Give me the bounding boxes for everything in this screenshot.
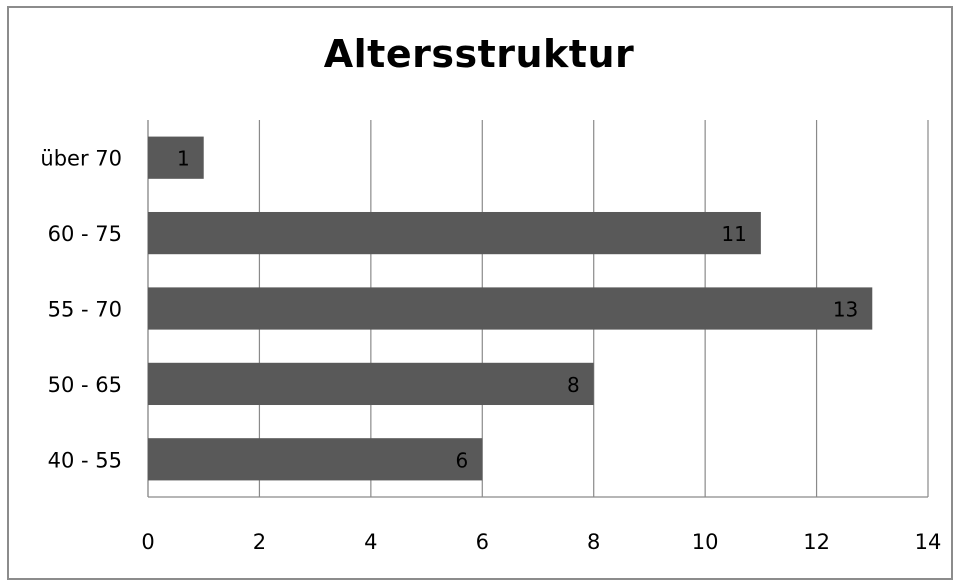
category-labels: über 70 60 - 75 55 - 70 50 - 65 40 - 55 — [40, 147, 122, 473]
category-label: 40 - 55 — [48, 448, 122, 472]
x-tick-label: 12 — [803, 530, 830, 554]
bar — [148, 211, 761, 255]
x-tick-label: 10 — [692, 530, 719, 554]
data-label: 1 — [177, 147, 190, 171]
data-label: 6 — [456, 448, 469, 472]
x-tick-labels: 0 2 4 6 8 10 12 14 — [141, 530, 941, 554]
x-tick-label: 8 — [587, 530, 600, 554]
data-label: 13 — [833, 298, 858, 322]
bar — [148, 362, 594, 406]
bar — [148, 136, 204, 179]
x-tick-label: 14 — [915, 530, 942, 554]
category-label: 60 - 75 — [48, 222, 122, 246]
x-tick-label: 0 — [141, 530, 154, 554]
category-label: 50 - 65 — [48, 373, 122, 397]
bar — [148, 438, 483, 481]
data-label: 11 — [721, 222, 746, 246]
data-label: 8 — [567, 373, 580, 397]
category-label: 55 - 70 — [48, 298, 122, 322]
x-tick-label: 6 — [476, 530, 489, 554]
chart-title: Altersstruktur — [323, 32, 635, 76]
category-label: über 70 — [40, 147, 122, 171]
x-tick-label: 2 — [253, 530, 266, 554]
x-tick-label: 4 — [364, 530, 377, 554]
bar — [148, 287, 873, 330]
